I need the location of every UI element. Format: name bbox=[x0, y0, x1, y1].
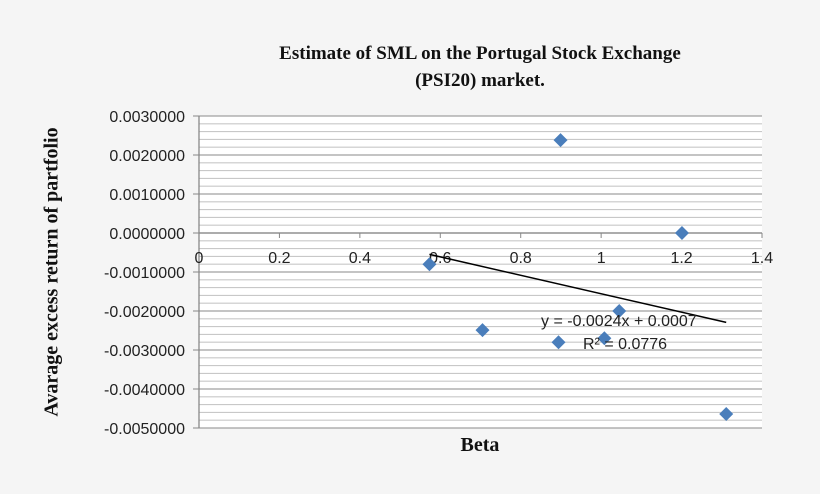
y-tick-label: -0.0040000 bbox=[104, 382, 185, 399]
y-tick-label: -0.0030000 bbox=[104, 343, 185, 360]
chart-title: Estimate of SML on the Portugal Stock Ex… bbox=[190, 40, 770, 94]
y-tick-label: 0.0030000 bbox=[109, 109, 185, 126]
r-squared-label: R² = 0.0776 bbox=[583, 336, 667, 353]
chart-title-line-2: (PSI20) market. bbox=[415, 70, 545, 91]
x-axis-label: Beta bbox=[460, 434, 500, 456]
y-tick-label: -0.0010000 bbox=[104, 265, 185, 282]
data-point bbox=[553, 133, 568, 148]
data-point bbox=[597, 331, 612, 346]
data-point bbox=[422, 257, 437, 272]
trendline bbox=[429, 253, 727, 324]
data-point bbox=[475, 323, 490, 338]
trendline-equation: y = -0.0024x + 0.0007 bbox=[541, 313, 697, 330]
x-tick-label: 0.8 bbox=[510, 250, 532, 267]
x-tick-label: 1 bbox=[597, 250, 606, 267]
y-tick-label: 0.0010000 bbox=[109, 187, 185, 204]
y-tick-label: 0.0000000 bbox=[109, 226, 185, 243]
y-tick-label: -0.0050000 bbox=[104, 421, 185, 438]
x-tick-label: 1.2 bbox=[670, 250, 692, 267]
data-point bbox=[551, 335, 566, 350]
x-tick-label: 1.4 bbox=[751, 250, 773, 267]
x-tick-label: 0.4 bbox=[349, 250, 371, 267]
data-point bbox=[719, 406, 734, 421]
data-point bbox=[612, 304, 627, 318]
y-tick-label: 0.0020000 bbox=[109, 148, 185, 165]
chart-title-line-1: Estimate of SML on the Portugal Stock Ex… bbox=[279, 43, 681, 64]
y-tick-label: -0.0020000 bbox=[104, 304, 185, 321]
x-tick-label: 0.2 bbox=[268, 250, 290, 267]
x-tick-label: 0 bbox=[195, 250, 204, 267]
data-point bbox=[674, 226, 689, 240]
